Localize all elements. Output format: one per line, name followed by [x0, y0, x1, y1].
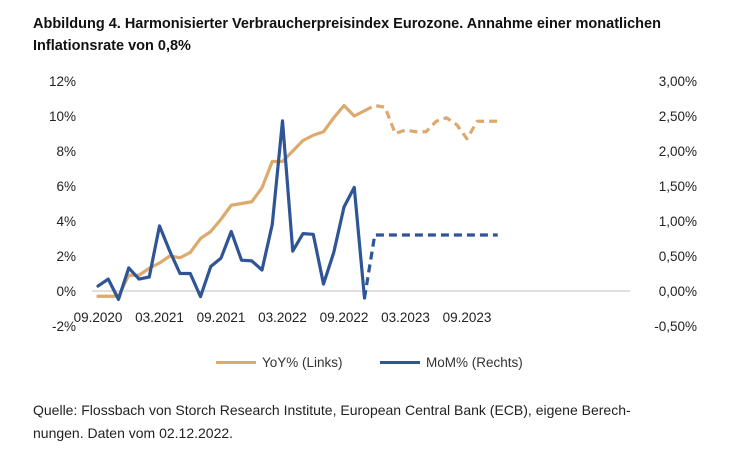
- yoy-line-forecast: [363, 103, 498, 141]
- y-right-tick-label: 1,50%: [659, 179, 697, 194]
- legend-swatch-mom: [380, 361, 420, 364]
- y-left-tick-label: 4%: [56, 214, 76, 229]
- x-tick-label: 03.2021: [135, 310, 184, 325]
- legend-item-mom: MoM% (Rechts): [380, 355, 523, 370]
- chart-title-line2: Inflationsrate von 0,8%: [33, 38, 191, 54]
- x-axis: 09.2020 03.2021 09.2021 03.2022 09.2022 03.20…: [74, 310, 492, 325]
- x-tick-label: 09.2022: [320, 310, 369, 325]
- yoy-line-actual: [96, 103, 367, 298]
- chart-plot: 12% 10% 8% 6% 4% 2% 0% -2% 3,00% 2,50% 2,00% 1,50%…: [49, 74, 697, 334]
- series-mom: [96, 119, 498, 301]
- x-tick-label: 03.2022: [258, 310, 307, 325]
- x-tick-label: 09.2023: [443, 310, 492, 325]
- y-axis-right: 3,00% 2,50% 2,00% 1,50% 1,00% 0,50% 0,00% -0,50…: [654, 74, 697, 334]
- legend: YoY% (Links) MoM% (Rechts): [0, 355, 740, 379]
- series-yoy: [96, 103, 498, 298]
- y-left-tick-label: 6%: [56, 179, 76, 194]
- y-right-tick-label: 2,50%: [659, 109, 697, 124]
- chart-title: Abbildung 4. Harmonisierter Verbraucherp…: [33, 13, 733, 57]
- x-tick-label: 09.2020: [74, 310, 123, 325]
- mom-line-forecast: [362, 233, 498, 299]
- y-left-tick-label: 8%: [56, 144, 76, 159]
- source-line1: Quelle: Flossbach von Storch Research In…: [33, 402, 631, 418]
- y-right-tick-label: 3,00%: [659, 74, 697, 89]
- mom-line-actual: [96, 119, 367, 301]
- legend-item-yoy: YoY% (Links): [216, 355, 343, 370]
- legend-label-mom: MoM% (Rechts): [426, 355, 523, 370]
- source-line2: nungen. Daten vom 02.12.2022.: [33, 425, 234, 441]
- y-right-tick-label: 0,00%: [659, 284, 697, 299]
- chart-title-line1: Abbildung 4. Harmonisierter Verbraucherp…: [33, 16, 661, 32]
- y-left-tick-label: 2%: [56, 249, 76, 264]
- legend-swatch-yoy: [216, 361, 256, 364]
- y-right-tick-label: 2,00%: [659, 144, 697, 159]
- y-left-tick-label: -2%: [52, 319, 76, 334]
- source-note: Quelle: Flossbach von Storch Research In…: [33, 399, 723, 445]
- legend-label-yoy: YoY% (Links): [262, 355, 343, 370]
- x-tick-label: 09.2021: [197, 310, 246, 325]
- y-right-tick-label: -0,50%: [654, 319, 697, 334]
- y-right-tick-label: 1,00%: [659, 214, 697, 229]
- x-tick-label: 03.2023: [381, 310, 430, 325]
- y-left-tick-label: 12%: [49, 74, 76, 89]
- y-right-tick-label: 0,50%: [659, 249, 697, 264]
- y-axis-left: 12% 10% 8% 6% 4% 2% 0% -2%: [49, 74, 76, 334]
- y-left-tick-label: 0%: [56, 284, 76, 299]
- y-left-tick-label: 10%: [49, 109, 76, 124]
